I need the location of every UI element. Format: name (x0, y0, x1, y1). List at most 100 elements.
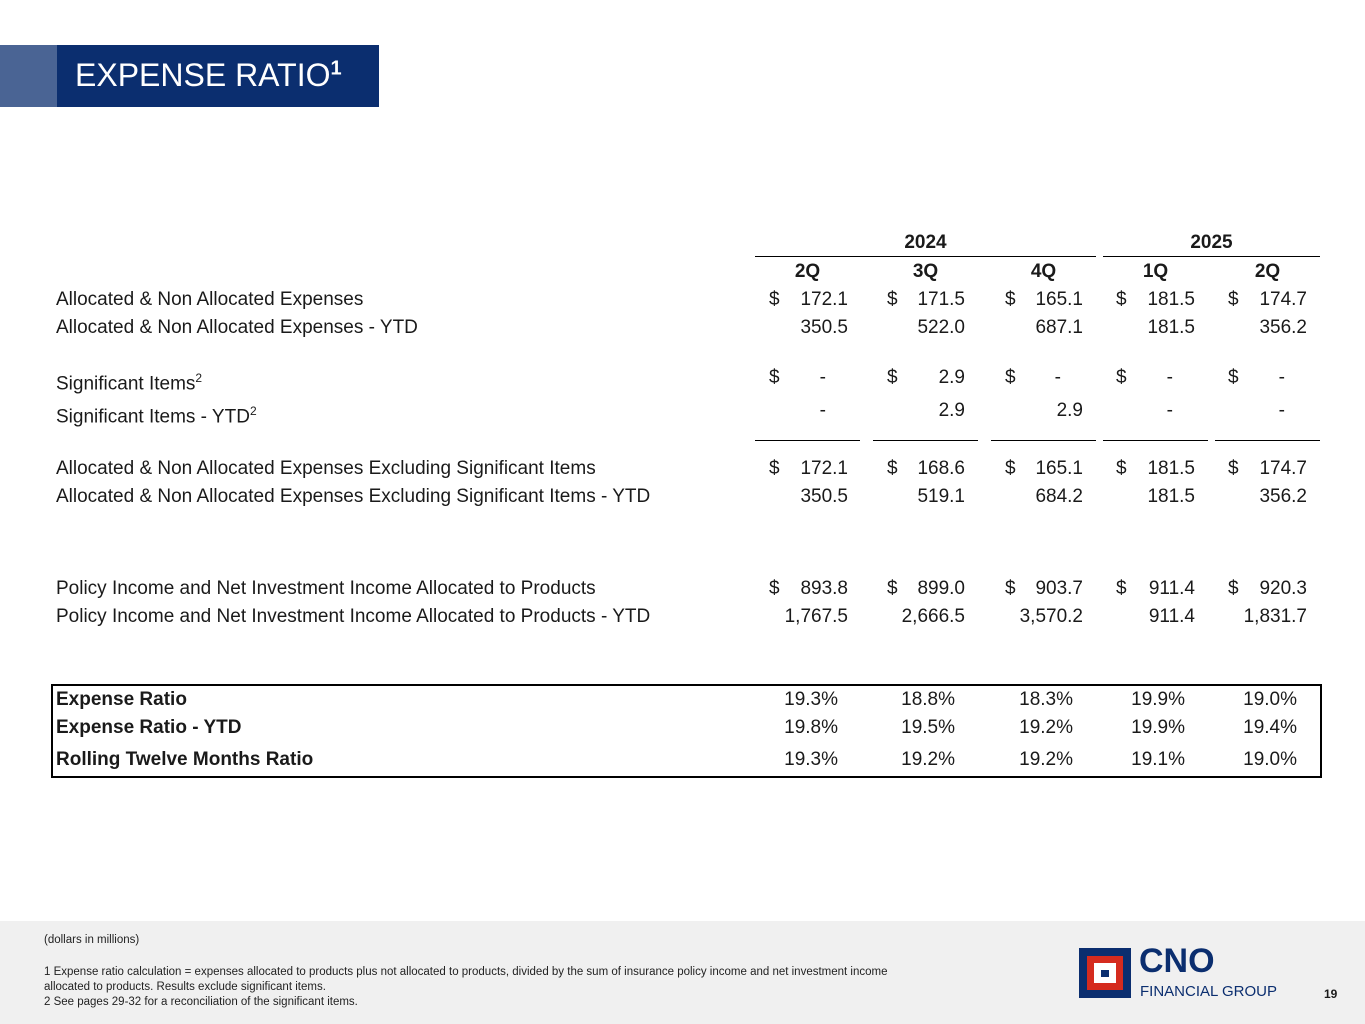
dollar-sign: $ (1116, 578, 1127, 599)
ratio-cell: 18.3% (1019, 689, 1073, 710)
dollar-sign: $ (1116, 367, 1127, 388)
table-cell: 181.5 (1147, 289, 1195, 310)
table-cell: 3,570.2 (1019, 606, 1083, 627)
table-cell: - (1278, 400, 1285, 421)
dollar-sign: $ (1005, 289, 1016, 310)
table-cell: 920.3 (1259, 578, 1307, 599)
year-header: 2025 (1190, 232, 1233, 253)
dollar-sign: $ (1228, 367, 1239, 388)
ratio-cell: 19.3% (784, 749, 838, 770)
table-cell: 350.5 (800, 317, 848, 338)
ratio-summary-box (51, 684, 1322, 778)
year-underline (755, 256, 1096, 257)
table-cell: 1,831.7 (1243, 606, 1307, 627)
row-label: Allocated & Non Allocated Expenses - YTD (56, 317, 418, 339)
table-cell: 181.5 (1147, 317, 1195, 338)
footnote-1: 1 Expense ratio calculation = expenses a… (44, 966, 888, 978)
quarter-header: 4Q (1030, 261, 1057, 282)
table-cell: 911.4 (1148, 578, 1195, 599)
table-cell: - (1166, 400, 1173, 421)
year-header: 2024 (904, 232, 947, 253)
ratio-cell: 19.2% (1019, 749, 1073, 770)
table-cell: 174.7 (1259, 289, 1307, 310)
table-cell: 1,767.5 (784, 606, 848, 627)
ratio-cell: 19.0% (1243, 749, 1297, 770)
ratio-label: Expense Ratio (56, 689, 187, 710)
row-label: Allocated & Non Allocated Expenses Exclu… (56, 458, 596, 480)
table-cell: - (1054, 367, 1061, 388)
table-cell: - (1166, 367, 1173, 388)
logo-name: CNO (1139, 942, 1215, 980)
ratio-cell: 19.1% (1131, 749, 1185, 770)
dollar-sign: $ (1228, 458, 1239, 479)
ratio-cell: 19.2% (901, 749, 955, 770)
ratio-cell: 19.5% (901, 717, 955, 738)
table-cell: 2.9 (1056, 400, 1083, 421)
table-cell: - (819, 367, 826, 388)
table-cell: 165.1 (1035, 289, 1083, 310)
year-underline (1103, 256, 1320, 257)
logo-mark-icon (1079, 948, 1131, 998)
table-cell: 174.7 (1259, 458, 1307, 479)
footnote-mark: 2 (249, 404, 257, 418)
footnote-1-cont: allocated to products. Results exclude s… (44, 981, 326, 993)
dollar-sign: $ (769, 458, 780, 479)
table-cell: 181.5 (1147, 486, 1195, 507)
subtotal-rule (991, 440, 1096, 441)
table-cell: 687.1 (1035, 317, 1083, 338)
row-label-text: Policy Income and Net Investment Income … (56, 578, 596, 599)
dollar-sign: $ (887, 367, 898, 388)
subtotal-rule (1103, 440, 1208, 441)
dollar-sign: $ (769, 289, 780, 310)
dollar-sign: $ (1228, 578, 1239, 599)
table-cell: - (1278, 367, 1285, 388)
ratio-cell: 19.9% (1131, 717, 1185, 738)
row-label-text: Allocated & Non Allocated Expenses Exclu… (56, 458, 596, 479)
footnote-mark: 2 (195, 371, 203, 385)
dollar-sign: $ (1005, 458, 1016, 479)
ratio-cell: 19.9% (1131, 689, 1185, 710)
table-cell: 172.1 (800, 458, 848, 479)
ratio-cell: 19.2% (1019, 717, 1073, 738)
row-label-text: Policy Income and Net Investment Income … (56, 606, 651, 627)
quarter-header: 2Q (794, 261, 821, 282)
table-cell: 356.2 (1259, 486, 1307, 507)
row-label-text: Significant Items - YTD (56, 406, 250, 428)
ratio-cell: 19.8% (784, 717, 838, 738)
row-label: Allocated & Non Allocated Expenses Exclu… (56, 486, 650, 508)
table-cell: 899.0 (917, 578, 965, 599)
dollar-sign: $ (1005, 578, 1016, 599)
dollar-sign: $ (1116, 289, 1127, 310)
dollar-sign: $ (1116, 458, 1127, 479)
footnote-2: 2 See pages 29-32 for a reconciliation o… (44, 996, 358, 1008)
ratio-cell: 18.8% (901, 689, 955, 710)
table-cell: 356.2 (1259, 317, 1307, 338)
table-cell: 2,666.5 (901, 606, 965, 627)
ratio-cell: 19.3% (784, 689, 838, 710)
row-label: Allocated & Non Allocated Expenses (56, 289, 363, 311)
table-cell: 893.8 (800, 578, 848, 599)
units-note: (dollars in millions) (44, 934, 140, 946)
table-cell: 684.2 (1035, 486, 1083, 507)
ratio-cell: 19.0% (1243, 689, 1297, 710)
quarter-header: 2Q (1254, 261, 1281, 282)
table-cell: 168.6 (917, 458, 965, 479)
row-label: Significant Items2 (56, 367, 202, 395)
subtotal-rule (873, 440, 978, 441)
row-label: Policy Income and Net Investment Income … (56, 606, 650, 628)
row-label-text: Allocated & Non Allocated Expenses - YTD (56, 317, 418, 338)
row-label-text: Allocated & Non Allocated Expenses Exclu… (56, 486, 651, 507)
row-label: Policy Income and Net Investment Income … (56, 578, 596, 600)
table-cell: 181.5 (1147, 458, 1195, 479)
title-footnote-mark: 1 (330, 57, 342, 80)
dollar-sign: $ (1005, 367, 1016, 388)
table-cell: 172.1 (800, 289, 848, 310)
dollar-sign: $ (887, 458, 898, 479)
table-cell: 903.7 (1035, 578, 1083, 599)
table-cell: 2.9 (938, 400, 965, 421)
dollar-sign: $ (887, 289, 898, 310)
table-cell: 519.1 (917, 486, 965, 507)
title-text: EXPENSE RATIO (75, 57, 331, 93)
ratio-label: Rolling Twelve Months Ratio (56, 749, 314, 770)
dollar-sign: $ (769, 367, 780, 388)
